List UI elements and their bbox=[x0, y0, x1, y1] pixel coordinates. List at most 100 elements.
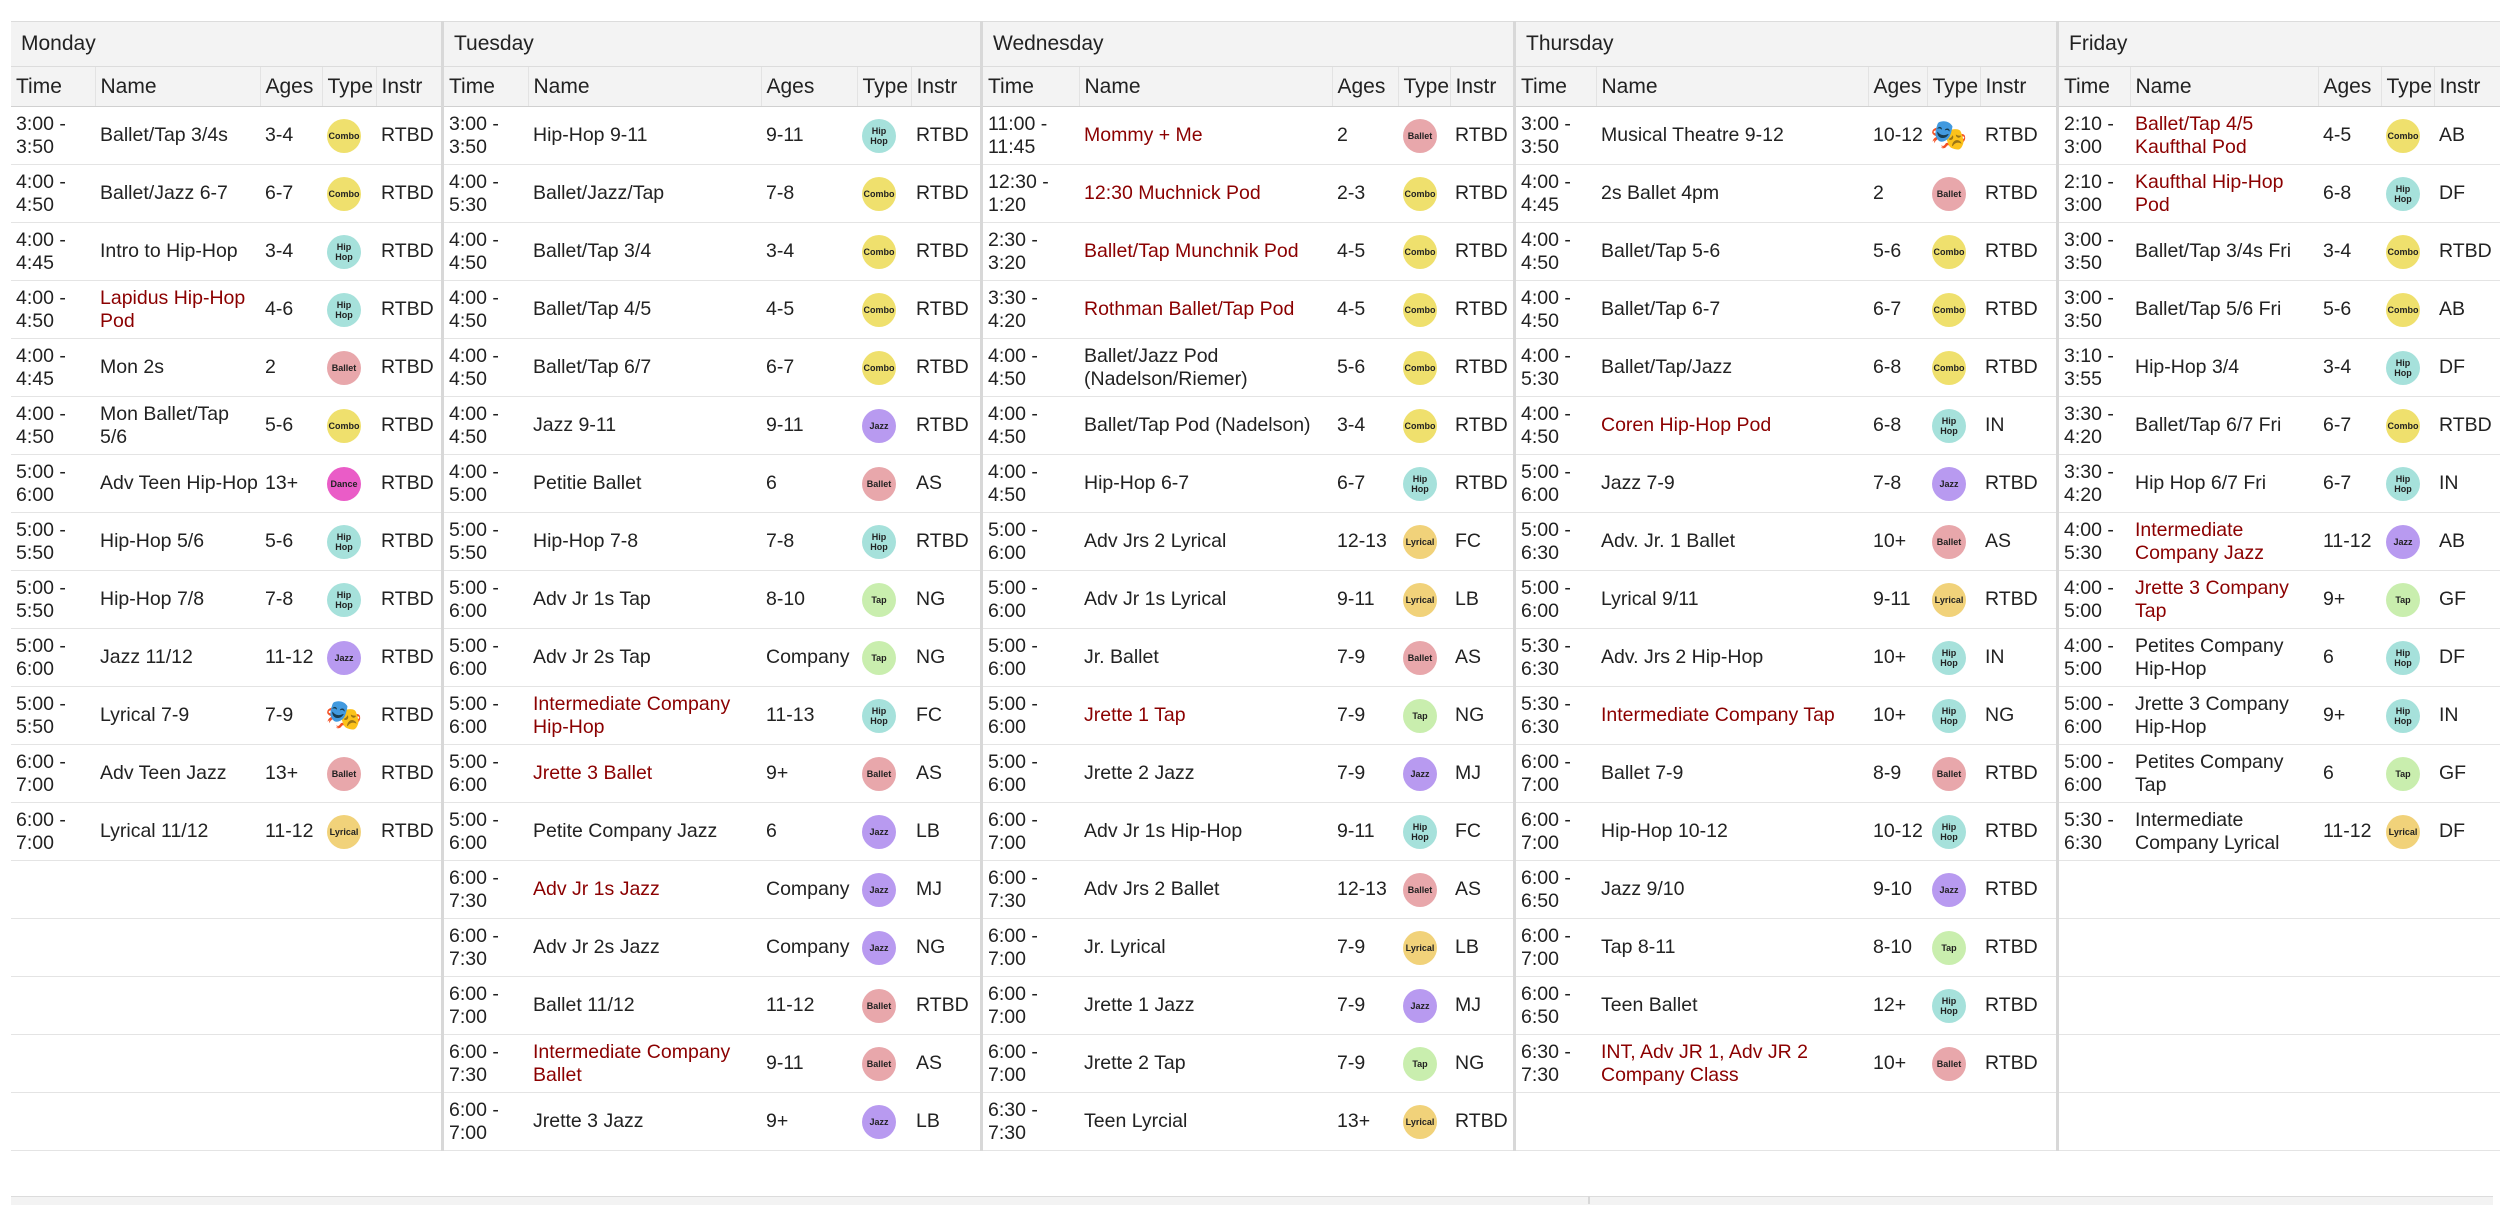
class-name[interactable]: Intermediate Company Hip-Hop bbox=[528, 686, 761, 745]
class-name[interactable]: 12:30 Muchnick Pod bbox=[1079, 164, 1332, 223]
class-name[interactable]: Intermediate Company Tap bbox=[1596, 686, 1868, 745]
class-name[interactable]: Ballet/Tap 6/7 bbox=[528, 338, 761, 397]
column-header-time[interactable]: Time bbox=[2059, 66, 2131, 107]
class-name[interactable]: Lapidus Hip-Hop Pod bbox=[95, 280, 260, 339]
class-name[interactable]: Mommy + Me bbox=[1079, 106, 1332, 165]
column-header-ages[interactable]: Ages bbox=[1332, 66, 1399, 107]
class-name[interactable]: Lyrical 7-9 bbox=[95, 686, 260, 745]
class-name[interactable]: Adv Jrs 2 Ballet bbox=[1079, 860, 1332, 919]
class-name[interactable]: Petite Company Jazz bbox=[528, 802, 761, 861]
class-name[interactable]: Hip Hop 6/7 Fri bbox=[2130, 454, 2318, 513]
column-header-instr[interactable]: Instr bbox=[2434, 66, 2500, 107]
class-name[interactable]: Adv Jr 1s Lyrical bbox=[1079, 570, 1332, 629]
class-name[interactable]: Ballet/Tap 6/7 Fri bbox=[2130, 396, 2318, 455]
class-name[interactable]: Jazz 11/12 bbox=[95, 628, 260, 687]
class-name[interactable]: Rothman Ballet/Tap Pod bbox=[1079, 280, 1332, 339]
class-name[interactable]: Musical Theatre 9-12 bbox=[1596, 106, 1868, 165]
class-name[interactable]: Adv Jr 1s Tap bbox=[528, 570, 761, 629]
class-name[interactable]: Teen Ballet bbox=[1596, 976, 1868, 1035]
class-name[interactable]: Intermediate Company Lyrical bbox=[2130, 802, 2318, 861]
class-name[interactable]: Kaufthal Hip-Hop Pod bbox=[2130, 164, 2318, 223]
class-name[interactable]: Tap 8-11 bbox=[1596, 918, 1868, 977]
class-name[interactable]: Hip-Hop 3/4 bbox=[2130, 338, 2318, 397]
class-name[interactable]: Mon 2s bbox=[95, 338, 260, 397]
class-name[interactable]: Jr. Lyrical bbox=[1079, 918, 1332, 977]
class-name[interactable]: Adv. Jrs 2 Hip-Hop bbox=[1596, 628, 1868, 687]
column-header-type[interactable]: Type bbox=[1927, 66, 1981, 107]
class-name[interactable]: Adv Jr 2s Jazz bbox=[528, 918, 761, 977]
class-name[interactable]: Ballet/Tap/Jazz bbox=[1596, 338, 1868, 397]
class-name[interactable]: Adv Teen Hip-Hop bbox=[95, 454, 260, 513]
class-name[interactable]: Lyrical 11/12 bbox=[95, 802, 260, 861]
class-name[interactable]: Hip-Hop 7/8 bbox=[95, 570, 260, 629]
column-header-type[interactable]: Type bbox=[857, 66, 912, 107]
class-name[interactable]: Ballet/Tap Munchnik Pod bbox=[1079, 222, 1332, 281]
class-name[interactable]: Hip-Hop 5/6 bbox=[95, 512, 260, 571]
column-header-name[interactable]: Name bbox=[1079, 66, 1333, 107]
column-header-type[interactable]: Type bbox=[322, 66, 377, 107]
class-name[interactable]: INT, Adv JR 1, Adv JR 2 Company Class bbox=[1596, 1034, 1868, 1093]
class-name[interactable]: Mon Ballet/Tap 5/6 bbox=[95, 396, 260, 455]
class-name[interactable]: Adv Jr 2s Tap bbox=[528, 628, 761, 687]
class-name[interactable]: Jrette 1 Jazz bbox=[1079, 976, 1332, 1035]
class-name[interactable]: Hip-Hop 6-7 bbox=[1079, 454, 1332, 513]
column-header-time[interactable]: Time bbox=[444, 66, 529, 107]
class-name[interactable]: Hip-Hop 10-12 bbox=[1596, 802, 1868, 861]
class-name[interactable]: Ballet/Tap 4/5 bbox=[528, 280, 761, 339]
class-name[interactable]: Lyrical 9/11 bbox=[1596, 570, 1868, 629]
class-name[interactable]: Adv Jr 1s Jazz bbox=[528, 860, 761, 919]
class-name[interactable]: Ballet/Tap 4/5 Kaufthal Pod bbox=[2130, 106, 2318, 165]
class-name[interactable]: Ballet/Tap 3/4s Fri bbox=[2130, 222, 2318, 281]
class-name[interactable]: Jrette 2 Tap bbox=[1079, 1034, 1332, 1093]
column-header-time[interactable]: Time bbox=[11, 66, 96, 107]
class-name[interactable]: Adv Teen Jazz bbox=[95, 744, 260, 803]
class-name[interactable]: Intermediate Company Ballet bbox=[528, 1034, 761, 1093]
class-name[interactable]: Adv Jrs 2 Lyrical bbox=[1079, 512, 1332, 571]
class-name[interactable]: Jrette 2 Jazz bbox=[1079, 744, 1332, 803]
column-header-instr[interactable]: Instr bbox=[1450, 66, 1514, 107]
column-header-name[interactable]: Name bbox=[528, 66, 762, 107]
class-name[interactable]: Hip-Hop 9-11 bbox=[528, 106, 761, 165]
class-name[interactable]: Jazz 9/10 bbox=[1596, 860, 1868, 919]
class-name[interactable]: Ballet/Tap 3/4s bbox=[95, 106, 260, 165]
class-name[interactable]: Jazz 7-9 bbox=[1596, 454, 1868, 513]
class-name[interactable]: Intro to Hip-Hop bbox=[95, 222, 260, 281]
class-name[interactable]: Ballet/Tap Pod (Nadelson) bbox=[1079, 396, 1332, 455]
class-name[interactable]: Coren Hip-Hop Pod bbox=[1596, 396, 1868, 455]
class-name[interactable]: Jrette 3 Jazz bbox=[528, 1092, 761, 1151]
class-name[interactable]: Petites Company Hip-Hop bbox=[2130, 628, 2318, 687]
class-name[interactable]: Jrette 3 Company Tap bbox=[2130, 570, 2318, 629]
class-name[interactable]: Petites Company Tap bbox=[2130, 744, 2318, 803]
class-name[interactable]: Ballet/Jazz/Tap bbox=[528, 164, 761, 223]
class-name[interactable]: Ballet/Tap 6-7 bbox=[1596, 280, 1868, 339]
column-header-ages[interactable]: Ages bbox=[1868, 66, 1928, 107]
class-name[interactable]: Adv Jr 1s Hip-Hop bbox=[1079, 802, 1332, 861]
class-name[interactable]: Jr. Ballet bbox=[1079, 628, 1332, 687]
class-name[interactable]: Adv. Jr. 1 Ballet bbox=[1596, 512, 1868, 571]
class-name[interactable]: Petitie Ballet bbox=[528, 454, 761, 513]
column-header-type[interactable]: Type bbox=[1398, 66, 1451, 107]
class-name[interactable]: 2s Ballet 4pm bbox=[1596, 164, 1868, 223]
column-header-name[interactable]: Name bbox=[2130, 66, 2319, 107]
class-name[interactable]: Hip-Hop 7-8 bbox=[528, 512, 761, 571]
class-name[interactable]: Ballet 7-9 bbox=[1596, 744, 1868, 803]
class-name[interactable]: Ballet/Tap 5-6 bbox=[1596, 222, 1868, 281]
column-header-instr[interactable]: Instr bbox=[1980, 66, 2057, 107]
column-header-type[interactable]: Type bbox=[2381, 66, 2435, 107]
class-name[interactable]: Ballet 11/12 bbox=[528, 976, 761, 1035]
class-name[interactable]: Jrette 3 Company Hip-Hop bbox=[2130, 686, 2318, 745]
column-header-name[interactable]: Name bbox=[1596, 66, 1869, 107]
column-header-name[interactable]: Name bbox=[95, 66, 261, 107]
column-header-instr[interactable]: Instr bbox=[911, 66, 980, 107]
column-header-instr[interactable]: Instr bbox=[376, 66, 442, 107]
class-name[interactable]: Intermediate Company Jazz bbox=[2130, 512, 2318, 571]
column-header-ages[interactable]: Ages bbox=[761, 66, 858, 107]
class-name[interactable]: Jazz 9-11 bbox=[528, 396, 761, 455]
class-name[interactable]: Jrette 3 Ballet bbox=[528, 744, 761, 803]
column-header-time[interactable]: Time bbox=[1516, 66, 1597, 107]
column-header-ages[interactable]: Ages bbox=[2318, 66, 2382, 107]
class-name[interactable]: Teen Lyrcial bbox=[1079, 1092, 1332, 1151]
class-name[interactable]: Ballet/Tap 3/4 bbox=[528, 222, 761, 281]
column-header-time[interactable]: Time bbox=[983, 66, 1080, 107]
class-name[interactable]: Ballet/Jazz 6-7 bbox=[95, 164, 260, 223]
